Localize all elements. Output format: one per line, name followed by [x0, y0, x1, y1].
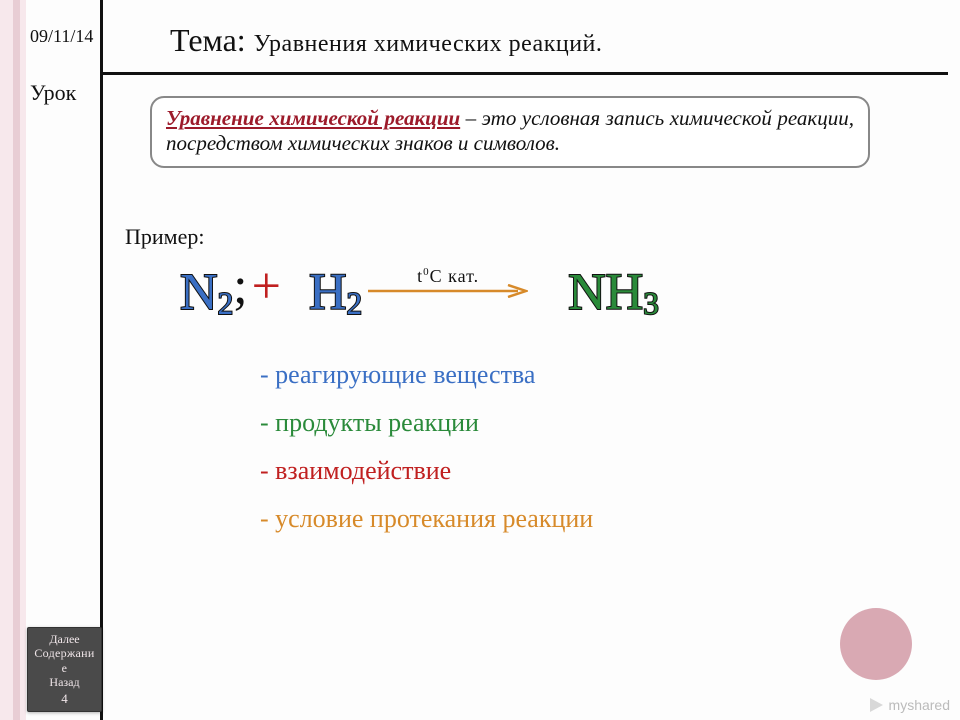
- reagent-h2: H2 H2: [309, 267, 362, 319]
- definition-box: Уравнение химической реакции – это услов…: [150, 96, 870, 168]
- date-text: 09/11/14: [30, 26, 93, 47]
- decor-circle: [840, 608, 912, 680]
- definition-term: Уравнение химической реакции: [166, 106, 460, 130]
- page-number: 4: [28, 691, 101, 707]
- separator: ;: [233, 257, 247, 316]
- watermark-text: myshared: [889, 697, 950, 713]
- arrow-icon: [368, 284, 528, 298]
- nav-panel: Далее Содержание Назад 4: [27, 627, 102, 712]
- legend: - реагирующие вещества - продукты реакци…: [260, 360, 593, 552]
- title-text: Уравнения химических реакций.: [254, 31, 603, 57]
- product-nh3: NH3 NH3: [568, 267, 659, 319]
- legend-reagents: - реагирующие вещества: [260, 360, 593, 390]
- legend-products: - продукты реакции: [260, 408, 593, 438]
- lesson-label: Урок: [30, 80, 76, 106]
- nav-back-button[interactable]: Назад: [28, 675, 101, 689]
- legend-operator: - взаимодействие: [260, 456, 593, 486]
- reagent-n2: N2 N2: [180, 267, 233, 319]
- horizontal-rule: [100, 72, 948, 75]
- reaction-arrow: t0C кат.: [368, 267, 528, 319]
- nav-contents-button[interactable]: Содержание: [28, 646, 101, 675]
- vertical-rule: [100, 0, 103, 720]
- legend-condition: - условие протекания реакции: [260, 504, 593, 534]
- watermark: myshared: [867, 696, 950, 714]
- example-label: Пример:: [125, 224, 204, 250]
- title-prefix: Тема:: [170, 22, 246, 58]
- chemical-equation: N2 N2 ; + H2 H2 t0C кат. NH3 NH3: [180, 260, 659, 319]
- plus-operator: +: [252, 257, 281, 316]
- page-title: Тема: Уравнения химических реакций.: [170, 22, 602, 59]
- left-stripe-decor: [0, 0, 26, 720]
- nav-next-button[interactable]: Далее: [28, 632, 101, 646]
- play-icon: [867, 696, 885, 714]
